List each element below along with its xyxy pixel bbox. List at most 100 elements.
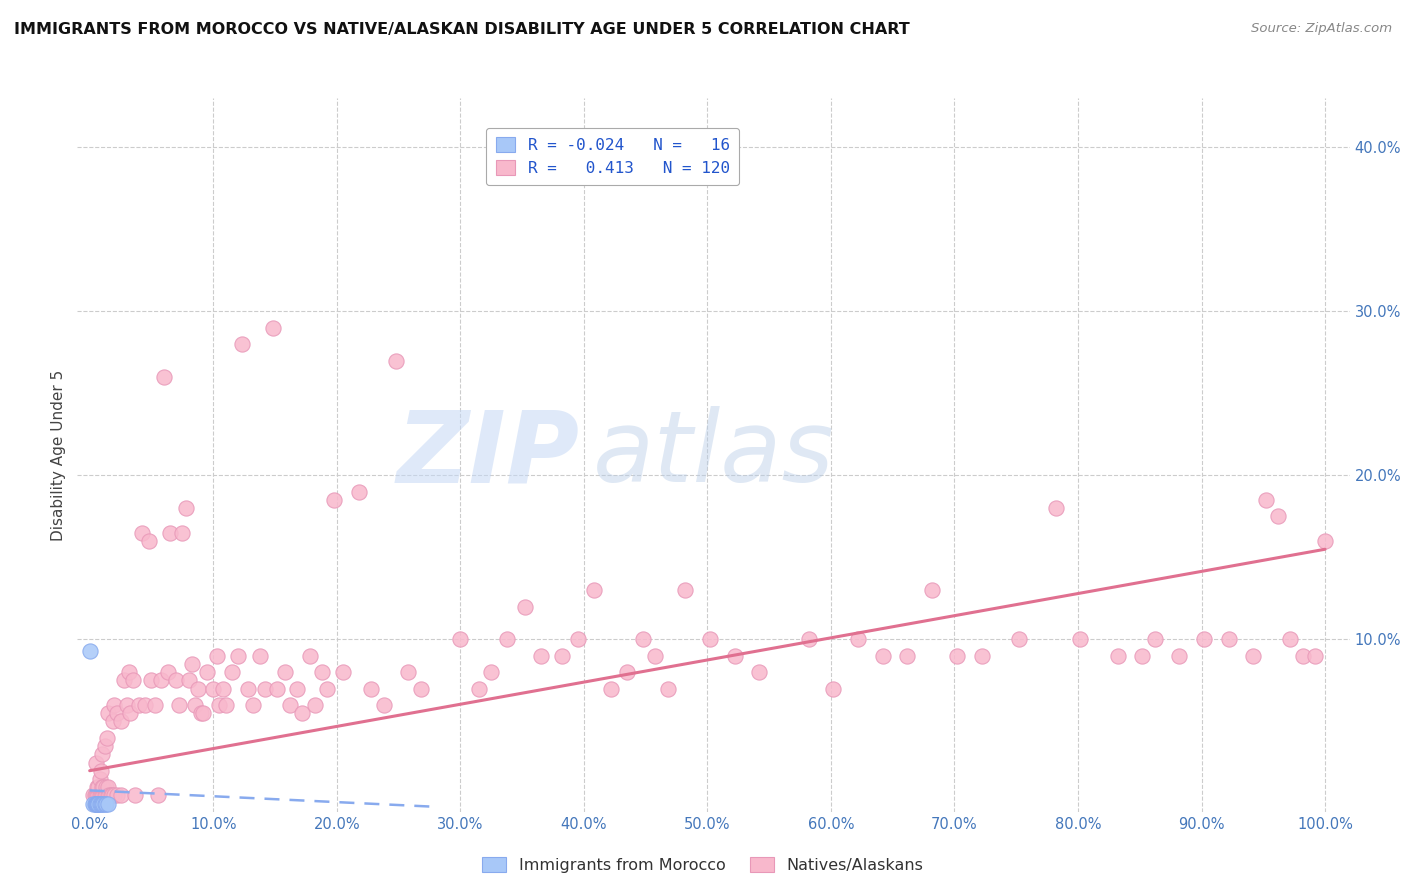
Point (177, 673, 200, 688)
Point (94, 789, 117, 803)
Point (90, 789, 112, 803)
Point (105, 789, 128, 803)
Point (167, 698, 190, 712)
Point (87, 780, 110, 794)
Point (146, 789, 169, 803)
Point (91, 789, 114, 803)
Point (193, 706, 215, 721)
Point (159, 525, 181, 540)
Point (103, 698, 125, 712)
Point (242, 698, 264, 712)
Point (84, 797, 107, 811)
Point (174, 501, 197, 516)
Point (872, 648, 894, 663)
Point (567, 632, 589, 647)
Point (83, 789, 105, 803)
Point (896, 648, 918, 663)
Point (846, 632, 869, 647)
Point (468, 681, 491, 696)
Point (496, 632, 519, 647)
Point (91, 780, 114, 794)
Point (921, 583, 943, 598)
Point (226, 648, 249, 663)
Point (181, 657, 204, 671)
Point (723, 648, 745, 663)
Point (124, 789, 146, 803)
Point (291, 706, 314, 721)
Point (385, 353, 408, 368)
Point (84, 789, 107, 803)
Point (118, 665, 141, 680)
Point (195, 665, 218, 680)
Point (529, 648, 551, 663)
Point (946, 648, 969, 663)
Point (94, 780, 117, 794)
Point (221, 665, 243, 680)
Point (86, 797, 108, 811)
Point (449, 632, 471, 647)
Point (673, 583, 696, 598)
Point (236, 681, 259, 696)
Text: IMMIGRANTS FROM MOROCCO VS NATIVE/ALASKAN DISABILITY AGE UNDER 5 CORRELATION CHA: IMMIGRANTS FROM MOROCCO VS NATIVE/ALASKA… (14, 22, 910, 37)
Point (970, 648, 993, 663)
Point (131, 525, 153, 540)
Point (122, 673, 145, 688)
Point (214, 698, 236, 712)
Point (112, 673, 135, 688)
Point (172, 525, 194, 540)
Point (550, 648, 572, 663)
Point (1045, 501, 1067, 516)
Point (115, 698, 138, 712)
Point (82, 797, 104, 811)
Point (86, 780, 108, 794)
Point (89, 797, 111, 811)
Point (347, 484, 370, 499)
Point (231, 337, 253, 351)
Point (183, 698, 205, 712)
Point (91, 747, 114, 762)
Point (82, 789, 104, 803)
Point (657, 681, 679, 696)
Point (97, 706, 120, 721)
Point (205, 648, 228, 663)
Point (212, 681, 235, 696)
Point (134, 698, 156, 712)
Point (1008, 632, 1031, 647)
Point (274, 665, 297, 680)
Point (262, 320, 284, 334)
Point (110, 714, 132, 729)
Text: ZIP: ZIP (396, 407, 579, 503)
Point (644, 648, 666, 663)
Point (373, 698, 395, 712)
Point (91, 789, 114, 803)
Point (156, 665, 179, 680)
Point (87, 797, 110, 811)
Point (190, 706, 212, 721)
Point (84, 756, 107, 770)
Point (87, 789, 110, 803)
Point (513, 599, 536, 614)
Point (101, 714, 124, 729)
Point (304, 698, 326, 712)
Point (797, 632, 820, 647)
Point (90, 797, 112, 811)
Point (84, 797, 107, 811)
Point (1292, 648, 1315, 663)
Legend: R = -0.024   N =   16, R =   0.413   N = 120: R = -0.024 N = 16, R = 0.413 N = 120 (486, 128, 740, 186)
Point (479, 665, 502, 680)
Point (249, 648, 271, 663)
Point (79, 644, 101, 658)
Point (89, 789, 111, 803)
Point (1130, 648, 1153, 663)
Point (86, 789, 108, 803)
Point (208, 698, 231, 712)
Point (91, 797, 114, 811)
Point (1303, 648, 1326, 663)
Point (266, 681, 288, 696)
Point (254, 681, 277, 696)
Point (138, 534, 160, 549)
Point (600, 681, 623, 696)
Point (91, 780, 114, 794)
Point (150, 673, 173, 688)
Point (143, 698, 166, 712)
